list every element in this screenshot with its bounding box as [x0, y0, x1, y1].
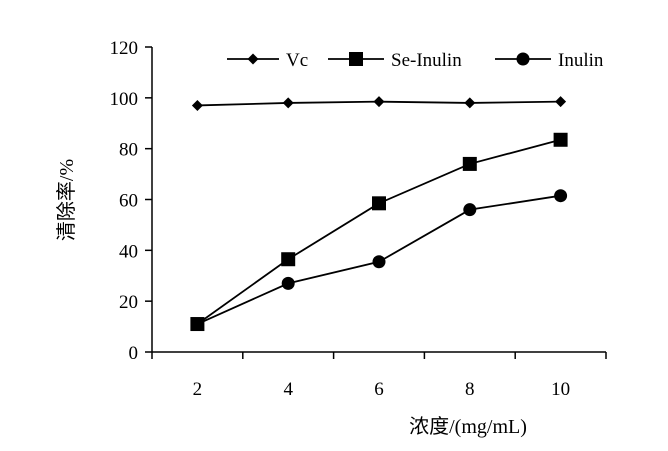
x-axis-label: 浓度/(mg/mL): [409, 415, 527, 438]
data-point: [281, 252, 296, 267]
data-point: [190, 317, 204, 331]
legend-label: Se-Inulin: [391, 50, 462, 71]
legend-item: Se-Inulin: [328, 50, 462, 71]
y-tick-label: 80: [119, 140, 138, 161]
legend: Vc Se-Inulin Inulin: [227, 50, 604, 71]
y-tick-label: 60: [119, 191, 138, 212]
legend-marker: [247, 53, 259, 65]
y-tick-label: 0: [129, 343, 139, 364]
series-vc: [191, 96, 567, 111]
data-point: [554, 189, 568, 203]
x-tick-label: 2: [193, 379, 203, 400]
x-tick-label: 4: [283, 379, 293, 400]
legend-label: Vc: [286, 50, 308, 71]
legend-marker: [516, 52, 530, 66]
data-point: [553, 132, 568, 147]
y-tick-label: 100: [110, 89, 139, 110]
x-tick-label: 8: [465, 379, 475, 400]
data-point: [372, 255, 386, 269]
y-tick-label: 120: [110, 38, 139, 59]
data-point: [373, 96, 385, 108]
series-inulin: [190, 189, 568, 331]
legend-item: Vc: [227, 50, 308, 71]
y-tick-label: 40: [119, 241, 138, 262]
data-point: [555, 96, 567, 108]
data-point: [281, 276, 295, 290]
data-point: [462, 156, 477, 171]
data-point: [464, 97, 476, 109]
legend-item: Inulin: [495, 50, 604, 71]
x-tick-label: 6: [374, 379, 384, 400]
y-axis-ticks: 0 20 40 60 80 100 120: [110, 38, 152, 364]
data-point: [191, 99, 203, 111]
legend-label: Inulin: [558, 50, 604, 71]
series-layer: [190, 96, 568, 332]
x-tick-label: 10: [551, 379, 570, 400]
y-axis-label: 清除率/%: [55, 159, 78, 241]
series-line: [196, 138, 561, 325]
x-axis-ticks: 2 4 6 8 10: [151, 352, 607, 400]
data-point: [282, 97, 294, 109]
data-point: [463, 203, 477, 217]
legend-marker: [349, 52, 363, 66]
y-tick-label: 20: [119, 292, 138, 313]
data-point: [372, 196, 386, 211]
